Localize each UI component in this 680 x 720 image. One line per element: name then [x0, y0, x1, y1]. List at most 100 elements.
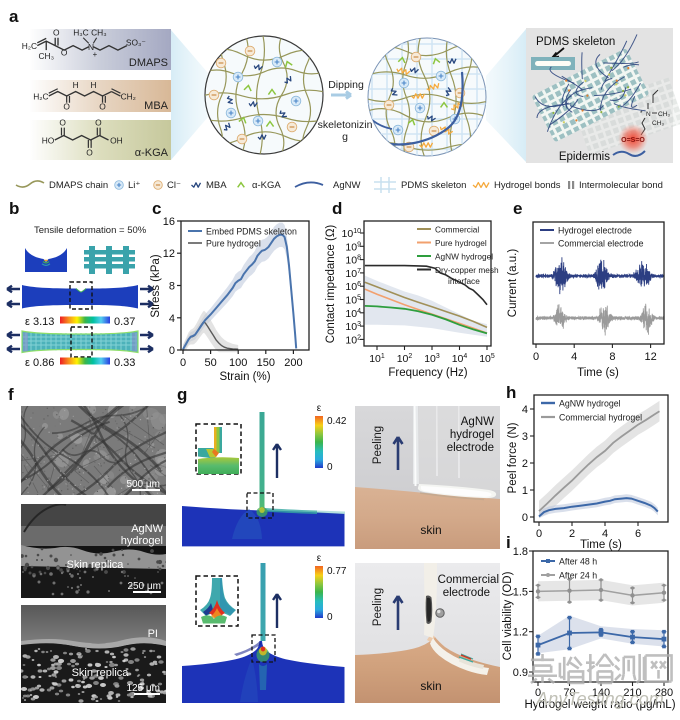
svg-text:1.5: 1.5 — [513, 586, 528, 598]
svg-text:AgNW: AgNW — [131, 523, 163, 535]
svg-text:Epidermis: Epidermis — [559, 151, 610, 163]
svg-text:0: 0 — [536, 528, 542, 540]
svg-text:Skin replica: Skin replica — [67, 559, 125, 571]
svg-text:3: 3 — [522, 431, 528, 443]
svg-text:After 24 h: After 24 h — [559, 571, 597, 581]
svg-text:c: c — [152, 199, 161, 218]
svg-text:electrode: electrode — [447, 442, 494, 454]
svg-text:PI: PI — [148, 628, 158, 640]
svg-text:g: g — [342, 131, 348, 143]
svg-text:CH₃: CH₃ — [38, 51, 54, 61]
svg-text:AgNW hydrogel: AgNW hydrogel — [559, 399, 621, 409]
svg-text:hydrogel: hydrogel — [450, 429, 494, 441]
svg-text:O: O — [53, 28, 60, 38]
svg-text:Time (s): Time (s) — [577, 367, 619, 379]
svg-text:DMAPS chain: DMAPS chain — [49, 180, 108, 191]
svg-text:Pure hydrogel: Pure hydrogel — [206, 239, 261, 249]
svg-text:O=S=O: O=S=O — [621, 137, 645, 144]
svg-text:50: 50 — [204, 357, 216, 369]
svg-text:0.77: 0.77 — [327, 566, 347, 577]
svg-text:N: N — [88, 42, 94, 52]
svg-text:1.2: 1.2 — [513, 627, 528, 639]
svg-text:skin: skin — [420, 523, 441, 537]
svg-text:0.9: 0.9 — [513, 667, 528, 679]
svg-text:280: 280 — [655, 687, 673, 699]
svg-text:O: O — [63, 101, 70, 111]
svg-text:+: + — [93, 50, 98, 59]
svg-text:4: 4 — [522, 404, 528, 416]
svg-text:Tensile deformation = 50%: Tensile deformation = 50% — [34, 225, 147, 236]
svg-text:Dipping: Dipping — [328, 79, 364, 91]
svg-text:0: 0 — [533, 351, 539, 363]
svg-text:Peeling: Peeling — [372, 588, 384, 626]
svg-text:0: 0 — [327, 612, 333, 623]
svg-text:CH₂: CH₂ — [121, 91, 136, 101]
svg-text:α-KGA: α-KGA — [252, 180, 281, 191]
svg-text:Cl⁻: Cl⁻ — [167, 180, 181, 191]
svg-text:500 μm: 500 μm — [126, 479, 160, 490]
svg-text:250 μm: 250 μm — [127, 581, 161, 592]
svg-text:DMAPS: DMAPS — [129, 57, 168, 69]
svg-text:ε 0.86: ε 0.86 — [25, 357, 54, 369]
svg-text:125 μm: 125 μm — [126, 683, 160, 694]
svg-text:0.33: 0.33 — [114, 357, 135, 369]
svg-text:CH₃: CH₃ — [658, 111, 670, 118]
svg-text:i: i — [506, 533, 511, 552]
svg-text:6: 6 — [635, 528, 641, 540]
svg-text:0: 0 — [522, 512, 528, 524]
svg-text:210: 210 — [623, 687, 641, 699]
svg-text:d: d — [332, 199, 342, 218]
svg-text:140: 140 — [592, 687, 610, 699]
svg-text:e: e — [513, 199, 522, 218]
svg-text:Peeling: Peeling — [372, 426, 384, 464]
svg-text:Strain (%): Strain (%) — [219, 371, 270, 383]
svg-text:Hydrogel bonds: Hydrogel bonds — [494, 180, 561, 191]
svg-text:Pure hydrogel: Pure hydrogel — [435, 238, 487, 248]
svg-text:*: * — [640, 110, 643, 117]
svg-text:Hydrogel weight ratio (μg/mL): Hydrogel weight ratio (μg/mL) — [524, 699, 675, 711]
svg-text:AgNW: AgNW — [333, 180, 360, 191]
svg-text:AgNW: AgNW — [461, 416, 494, 428]
svg-text:0: 0 — [535, 687, 541, 699]
svg-text:g: g — [177, 385, 187, 404]
svg-text:Commercial electrode: Commercial electrode — [558, 239, 644, 249]
svg-text:4: 4 — [602, 528, 608, 540]
svg-text:12: 12 — [644, 351, 656, 363]
svg-text:H₂C: H₂C — [33, 91, 48, 101]
svg-text:0: 0 — [169, 345, 175, 357]
svg-text:AgNW hydrogel: AgNW hydrogel — [435, 252, 493, 262]
svg-text:Peel force (N): Peel force (N) — [507, 422, 519, 493]
svg-text:Contact impedance (Ω): Contact impedance (Ω) — [325, 225, 337, 344]
svg-text:CH₃: CH₃ — [91, 28, 107, 38]
svg-text:Commercial: Commercial — [438, 574, 499, 586]
svg-text:CH₃: CH₃ — [652, 120, 664, 127]
svg-text:Stress (kPa): Stress (kPa) — [150, 254, 162, 317]
svg-text:Skin replica: Skin replica — [72, 667, 130, 679]
svg-text:70: 70 — [563, 687, 575, 699]
svg-text:8: 8 — [609, 351, 615, 363]
svg-text:a: a — [9, 7, 19, 26]
svg-text:4: 4 — [571, 351, 577, 363]
svg-text:H₃C: H₃C — [73, 28, 89, 38]
svg-text:After 48 h: After 48 h — [559, 557, 597, 567]
svg-text:150: 150 — [257, 357, 275, 369]
svg-text:interface: interface — [448, 276, 480, 286]
svg-text:Hydrogel electrode: Hydrogel electrode — [558, 226, 632, 236]
svg-text:MBA: MBA — [144, 100, 169, 112]
svg-text:H: H — [73, 80, 79, 90]
svg-text:H: H — [91, 80, 97, 90]
svg-text:hydrogel: hydrogel — [121, 535, 163, 547]
svg-text:Commercial: Commercial — [435, 225, 479, 235]
svg-text:1.8: 1.8 — [513, 546, 528, 558]
svg-text:ε: ε — [317, 553, 322, 564]
svg-text:OH: OH — [110, 135, 123, 145]
svg-text:100: 100 — [229, 357, 247, 369]
svg-text:200: 200 — [284, 357, 302, 369]
svg-text:0.42: 0.42 — [327, 416, 347, 427]
svg-text:H₂C: H₂C — [22, 41, 37, 51]
svg-text:O: O — [86, 148, 93, 158]
svg-text:b: b — [9, 199, 19, 218]
svg-text:skeletonizin: skeletonizin — [318, 119, 373, 131]
svg-text:N: N — [646, 111, 651, 118]
svg-text:0: 0 — [327, 462, 333, 473]
